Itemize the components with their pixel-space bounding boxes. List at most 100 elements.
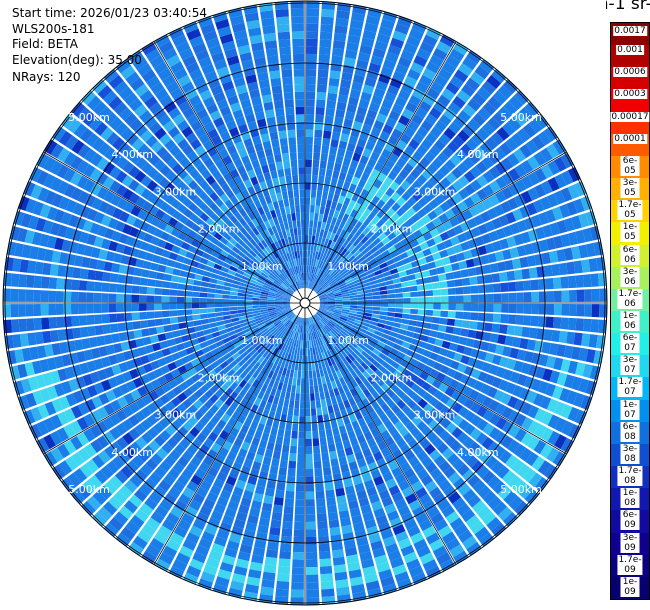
range-gate [420, 334, 429, 343]
range-gate [323, 315, 331, 321]
range-gate [70, 291, 79, 303]
range-gate [262, 269, 270, 277]
range-gate [229, 310, 238, 315]
range-gate [209, 404, 220, 415]
range-gate [262, 350, 270, 358]
range-gate [542, 224, 553, 238]
range-gate [267, 370, 275, 379]
range-gate [419, 493, 432, 506]
range-gate [135, 196, 147, 208]
range-gate [336, 361, 343, 371]
range-gate [429, 449, 441, 461]
range-gate [260, 213, 268, 223]
range-gate [195, 49, 210, 62]
range-gate [491, 522, 507, 537]
range-gate [314, 475, 324, 484]
range-gate [255, 319, 264, 325]
range-gate [354, 185, 363, 196]
range-gate [152, 254, 162, 264]
range-gate [137, 209, 148, 221]
range-gate [289, 354, 294, 363]
range-gate [132, 56, 148, 71]
range-gate [336, 495, 347, 505]
range-gate [263, 229, 271, 238]
range-gate [270, 170, 278, 179]
range-gate [534, 183, 546, 198]
range-gate [144, 252, 155, 262]
range-gate [184, 235, 194, 245]
range-ring-label: 2.00km [198, 371, 240, 384]
range-gate [264, 401, 272, 411]
range-gate [381, 393, 391, 403]
range-gate [276, 405, 283, 414]
range-gate [209, 110, 222, 121]
range-gate [91, 197, 103, 211]
range-gate [339, 284, 348, 290]
range-gate [252, 305, 260, 309]
range-gate [433, 424, 445, 436]
range-gate [235, 192, 245, 202]
range-gate [591, 288, 600, 302]
range-gate [385, 340, 395, 348]
range-gate [189, 213, 200, 223]
range-gate [439, 231, 450, 242]
range-gate [487, 495, 502, 510]
range-gate [327, 306, 335, 310]
range-gate [235, 116, 246, 127]
range-gate [241, 235, 250, 245]
range-gate [349, 294, 358, 299]
range-gate [398, 479, 410, 491]
range-gate [396, 157, 407, 169]
range-gate [344, 546, 358, 557]
range-gate [39, 388, 51, 403]
range-gate [341, 327, 350, 334]
range-gate [275, 373, 282, 382]
range-gate [244, 293, 253, 298]
range-gate [527, 364, 539, 377]
range-gate [325, 333, 332, 341]
range-gate [422, 203, 433, 214]
range-gate [118, 86, 134, 101]
range-gate [271, 284, 279, 290]
range-gate [245, 311, 254, 316]
range-gate [349, 270, 358, 277]
range-gate [328, 77, 340, 87]
range-gate [434, 74, 449, 88]
range-gate [497, 84, 513, 100]
range-gate [262, 140, 272, 150]
range-gate [342, 338, 350, 346]
range-gate [269, 326, 277, 334]
range-gate [335, 303, 343, 305]
range-gate [166, 205, 177, 217]
range-gate [321, 271, 328, 279]
range-gate [292, 323, 297, 332]
range-gate [329, 146, 338, 156]
range-gate [346, 492, 357, 503]
range-gate [270, 193, 278, 203]
range-gate [309, 257, 312, 266]
range-gate [380, 307, 388, 312]
range-gate [566, 201, 578, 216]
range-gate [362, 318, 371, 324]
range-gate [496, 126, 510, 141]
range-gate [422, 392, 433, 403]
range-gate [309, 265, 313, 274]
range-gate [247, 185, 256, 196]
range-gate [148, 390, 159, 402]
range-gate [281, 326, 288, 334]
range-gate [178, 100, 191, 113]
range-gate [210, 181, 221, 192]
range-gate [267, 304, 275, 307]
range-gate [252, 361, 261, 370]
range-gate [319, 550, 331, 560]
range-gate [451, 204, 462, 216]
range-ring-label: 2.00km [371, 223, 413, 236]
range-gate [313, 220, 318, 229]
range-gate [336, 586, 350, 596]
range-gate [300, 272, 303, 281]
range-gate [440, 303, 449, 310]
range-gate [275, 322, 283, 329]
range-gate [411, 202, 422, 213]
range-gate [152, 410, 164, 422]
